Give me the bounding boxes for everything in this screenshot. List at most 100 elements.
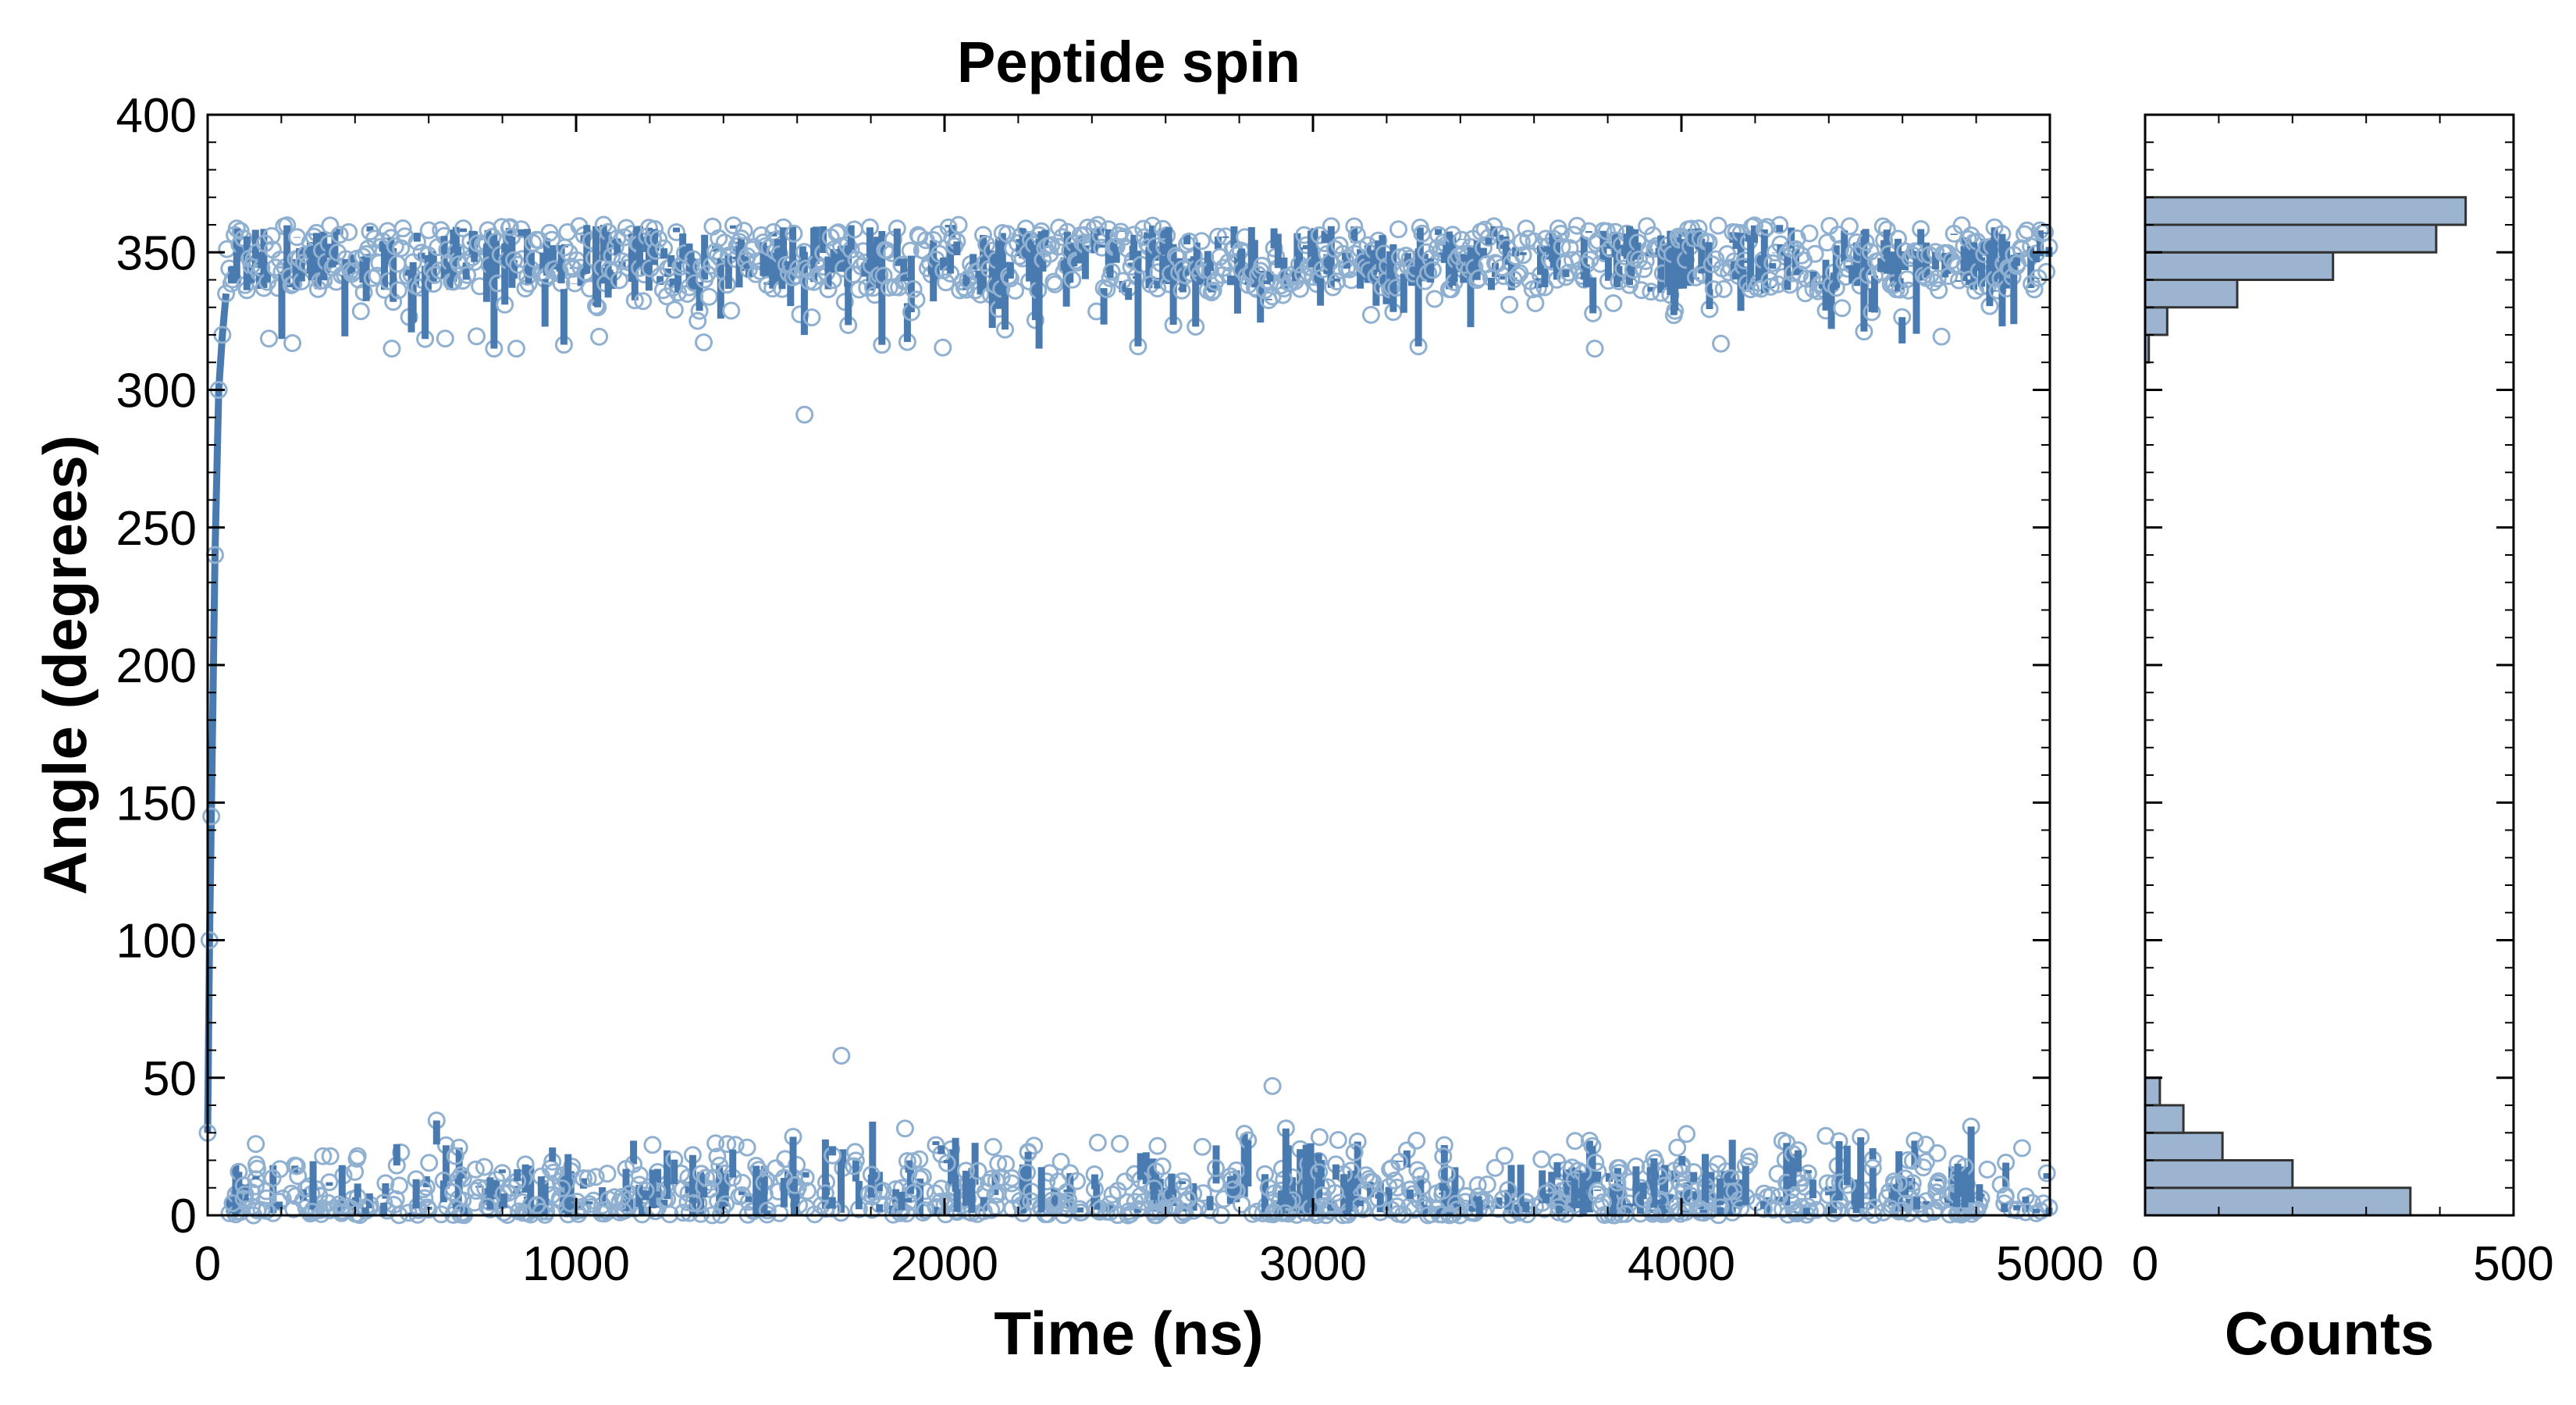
data-point [904, 279, 923, 298]
data-point [454, 272, 472, 290]
data-point [1768, 1165, 1787, 1183]
data-point [1276, 1204, 1295, 1222]
data-point [1408, 1161, 1427, 1179]
data-point [992, 1168, 1011, 1186]
data-point [738, 1138, 756, 1157]
data-point [643, 1136, 662, 1154]
main-axis-ticks [206, 113, 2051, 1217]
data-point [234, 229, 253, 247]
data-point [767, 1159, 785, 1178]
data-point [1155, 1200, 1174, 1218]
data-point [1202, 283, 1221, 302]
data-point [1708, 1154, 1727, 1173]
data-point [420, 1154, 439, 1172]
histogram-bar [2144, 1076, 2161, 1107]
data-point-outlier [283, 334, 302, 353]
data-point [1597, 222, 1616, 240]
data-point [468, 327, 486, 346]
y-tick-label: 350 [116, 226, 197, 280]
data-point [1111, 1134, 1129, 1153]
histogram-bar [2144, 1131, 2224, 1161]
data-point [1224, 1180, 1243, 1199]
data-point [1434, 1147, 1453, 1165]
data-point [937, 273, 955, 292]
data-point [289, 1167, 308, 1186]
data-point [1259, 1179, 1278, 1197]
data-point [1063, 270, 1082, 289]
data-point [446, 1147, 464, 1165]
data-point [202, 807, 221, 826]
data-point [247, 1155, 265, 1174]
data-point [1314, 1186, 1332, 1204]
data-point [1678, 1125, 1695, 1144]
data-point [1925, 1200, 1944, 1219]
data-point [1820, 216, 1839, 235]
data-point [500, 218, 519, 237]
data-point [1382, 1200, 1401, 1219]
histogram-bars [2144, 196, 2467, 1217]
data-point [791, 305, 809, 324]
data-point [1709, 216, 1727, 235]
data-point [1207, 1159, 1225, 1178]
data-point [1407, 1131, 1426, 1150]
data-point [1470, 269, 1489, 287]
data-point [1691, 1203, 1710, 1222]
data-point [2027, 1204, 2046, 1222]
data-point [1050, 219, 1069, 237]
data-point [493, 1164, 511, 1183]
data-point [1072, 1203, 1091, 1222]
data-point [2016, 1187, 2035, 1206]
data-point-outlier [1263, 1076, 1282, 1095]
main-axis-tick-labels: 0 1000 2000 3000 4000 5000 0 50 100 150 200 250 300 3… [116, 89, 2104, 1291]
data-point [1193, 1137, 1212, 1156]
data-point [785, 224, 803, 243]
data-point [1706, 250, 1725, 269]
data-point [1006, 281, 1024, 300]
data-point [1928, 1144, 1947, 1162]
data-point [1051, 1152, 1070, 1171]
data-point [466, 1160, 485, 1179]
data-point [949, 215, 968, 234]
data-point [1478, 1176, 1496, 1193]
data-point [610, 271, 628, 290]
data-point [802, 308, 821, 327]
histogram-bar [2144, 196, 2467, 226]
data-point [1928, 1174, 1947, 1193]
x-tick-label: 4000 [1628, 1237, 1735, 1291]
data-point [1704, 280, 1723, 299]
x-tick-label: 0 [194, 1237, 221, 1291]
data-point [351, 302, 370, 321]
data-point [667, 223, 685, 241]
data-point [1806, 244, 1824, 263]
data-point [1581, 251, 1599, 269]
data-point [475, 1158, 493, 1176]
data-point [634, 292, 653, 311]
histogram-axis-tick-labels: 0 500 [2132, 1237, 2554, 1291]
data-point [846, 1143, 864, 1161]
hist-x-tick-label: 0 [2132, 1237, 2158, 1291]
data-point [1088, 1133, 1107, 1152]
data-point [493, 218, 511, 237]
data-point [1532, 1150, 1551, 1168]
data-point [1493, 1190, 1512, 1208]
data-point [982, 1200, 1001, 1219]
data-point [1566, 1132, 1585, 1151]
data-point [1586, 1154, 1605, 1172]
data-point [1916, 1153, 1935, 1171]
data-point [436, 329, 454, 348]
data-point [320, 1173, 339, 1192]
data-point [561, 1194, 580, 1213]
data-point [1589, 1182, 1607, 1200]
data-point [1018, 1163, 1036, 1182]
x-tick-label: 1000 [522, 1237, 630, 1291]
data-point [884, 230, 902, 249]
data-point [1859, 1201, 1877, 1220]
y-axis-label: Angle (degrees) [30, 435, 99, 895]
y-tick-label: 50 [143, 1052, 197, 1106]
data-point [1425, 290, 1444, 308]
data-point [223, 1194, 242, 1212]
data-point [1968, 1200, 1987, 1219]
data-point [1019, 1144, 1037, 1162]
data-point [1048, 1191, 1067, 1210]
data-point [321, 216, 340, 235]
